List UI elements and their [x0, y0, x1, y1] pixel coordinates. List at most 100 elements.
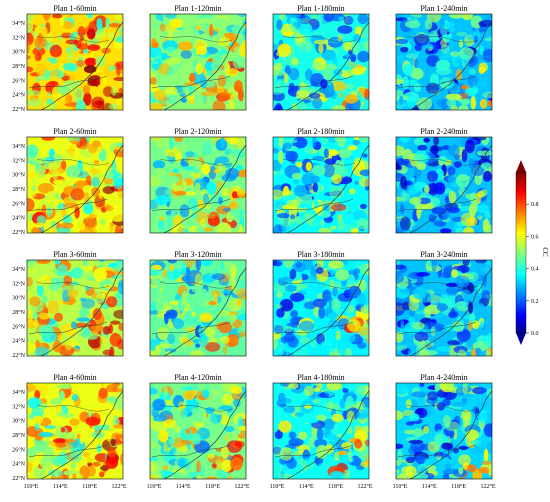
panel-2-3: Plan 2-180min [272, 127, 370, 234]
panel-title: Plan 1-240min [420, 4, 467, 13]
lon-tick-label: 122°E [234, 483, 249, 490]
river-line [151, 444, 231, 458]
lon-tick-label: 122°E [357, 483, 372, 490]
lat-tick-label: 30°N [12, 49, 25, 56]
lat-tick-label: 22°N [12, 352, 25, 359]
panel-3-3: Plan 3-180min [272, 250, 370, 357]
panel-frame [272, 13, 370, 111]
river-line [397, 198, 477, 212]
coastline [409, 144, 492, 233]
lon-tick-label: 114°E [53, 483, 68, 490]
panel-title: Plan 2-180min [297, 127, 344, 136]
lat-tick-label: 24°N [12, 92, 25, 99]
panel-2-2: Plan 2-120min [149, 127, 247, 234]
panel-3-2: Plan 3-120min [149, 250, 247, 357]
coastline [163, 21, 246, 110]
lat-tick-label: 28°N [12, 186, 25, 193]
coastline [286, 144, 369, 233]
colorbar: 0.8 0.6 0.4 0.2 0.0 CC [515, 160, 549, 345]
lat-tick-label: 26°N [12, 200, 25, 207]
lat-tick-label: 22°N [12, 475, 25, 482]
panel-title: Plan 2-60min [53, 127, 96, 136]
lon-tick-label: 118°E [328, 483, 343, 490]
lat-tick-label: 26°N [12, 77, 25, 84]
lon-tick-label: 118°E [205, 483, 220, 490]
coastline [286, 267, 369, 356]
coastline [286, 390, 369, 479]
panel-title: Plan 4-120min [174, 373, 221, 382]
lat-tick-label: 28°N [12, 63, 25, 70]
panel-title: Plan 3-240min [420, 250, 467, 259]
panel-frame [26, 136, 124, 234]
colorbar-gradient [516, 172, 526, 333]
lat-tick-label: 28°N [12, 309, 25, 316]
panel-1-3: Plan 1-180min [272, 4, 370, 111]
lat-tick-label: 24°N [12, 461, 25, 468]
panel-title: Plan 2-240min [420, 127, 467, 136]
panel-frame [149, 13, 247, 111]
colorbar-tick-label: 0.2 [531, 299, 539, 305]
panel-title: Plan 4-60min [53, 373, 96, 382]
panel-2-4: Plan 2-240min [395, 127, 493, 234]
river-line [28, 198, 108, 212]
panel-title: Plan 2-120min [174, 127, 221, 136]
lat-tick-label: 32°N [12, 280, 25, 287]
lat-tick-label: 32°N [12, 34, 25, 41]
panel-frame [272, 136, 370, 234]
panel-title: Plan 4-180min [297, 373, 344, 382]
river-line [151, 75, 231, 89]
coastline [163, 267, 246, 356]
panel-2-1: Plan 2-60min 34°N 32°N 30°N 28°N 26°N 24°N 22°N [12, 127, 124, 236]
panel-1-4: Plan 1-240min [395, 4, 493, 111]
lat-tick-label: 34°N [12, 143, 25, 150]
lat-tick-label: 22°N [12, 106, 25, 113]
lon-tick-label: 110°E [393, 483, 408, 490]
coastline [40, 144, 123, 233]
colorbar-tick-label: 0.0 [531, 331, 539, 337]
lon-tick-label: 118°E [451, 483, 466, 490]
coastline [163, 144, 246, 233]
river-line [274, 198, 354, 212]
coastline [409, 21, 492, 110]
lat-tick-label: 24°N [12, 215, 25, 222]
coastline [40, 267, 123, 356]
river-line [151, 321, 231, 335]
river-line [274, 321, 354, 335]
river-line [28, 321, 108, 335]
coastline [40, 390, 123, 479]
panel-1-2: Plan 1-120min [149, 4, 247, 111]
lon-tick-label: 114°E [176, 483, 191, 490]
lat-tick-label: 24°N [12, 338, 25, 345]
lat-tick-label: 26°N [12, 446, 25, 453]
river-line [274, 75, 354, 89]
panel-title: Plan 3-60min [53, 250, 96, 259]
lon-tick-label: 114°E [422, 483, 437, 490]
panel-title: Plan 1-60min [53, 4, 96, 13]
panel-title: Plan 4-240min [420, 373, 467, 382]
lat-tick-label: 32°N [12, 403, 25, 410]
lat-tick-label: 28°N [12, 432, 25, 439]
coastline [40, 21, 123, 110]
colorbar-tick-label: 0.6 [531, 234, 539, 240]
river-line [151, 198, 231, 212]
lon-tick-label: 110°E [24, 483, 39, 490]
colorbar-tick-label: 0.8 [531, 202, 539, 208]
colorbar-upper-arrow [516, 160, 526, 172]
panel-title: Plan 1-120min [174, 4, 221, 13]
river-line [397, 75, 477, 89]
lon-tick-label: 122°E [480, 483, 495, 490]
river-line [397, 321, 477, 335]
coastline [409, 390, 492, 479]
lat-tick-label: 22°N [12, 229, 25, 236]
river-line [397, 444, 477, 458]
panel-4-3: Plan 4-180min 110°E 114°E 118°E 122°E [270, 373, 373, 490]
colorbar-lower-arrow [516, 333, 526, 345]
panel-frame [26, 13, 124, 111]
panel-frame [149, 136, 247, 234]
lat-tick-label: 30°N [12, 295, 25, 302]
lat-tick-label: 34°N [12, 20, 25, 27]
panel-3-1: Plan 3-60min 34°N 32°N 30°N 28°N 26°N 24°N 22°N [12, 250, 124, 359]
lon-tick-label: 110°E [270, 483, 285, 490]
coastline [286, 21, 369, 110]
